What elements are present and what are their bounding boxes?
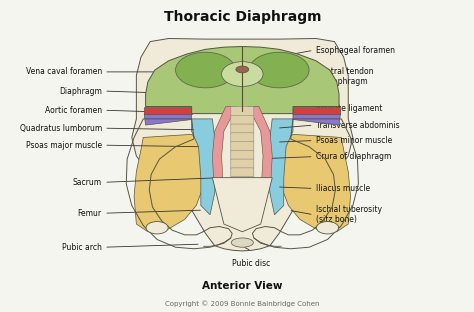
Ellipse shape [175,52,236,88]
Ellipse shape [221,62,263,86]
Ellipse shape [231,238,254,247]
Ellipse shape [146,222,168,234]
FancyBboxPatch shape [231,124,254,134]
Text: Esophageal foramen: Esophageal foramen [316,46,395,55]
Text: Arcuate ligament: Arcuate ligament [316,104,383,113]
Text: Thoracic Diaphragm: Thoracic Diaphragm [164,11,321,24]
FancyBboxPatch shape [231,150,254,160]
Text: Anterior View: Anterior View [202,281,283,291]
Polygon shape [132,38,353,251]
Ellipse shape [249,52,309,88]
Polygon shape [134,134,203,232]
Text: Copyright © 2009 Bonnie Bainbridge Cohen: Copyright © 2009 Bonnie Bainbridge Cohen [165,300,319,307]
Text: Transverse abdominis: Transverse abdominis [316,120,400,129]
Polygon shape [248,106,272,193]
Polygon shape [144,114,191,125]
FancyBboxPatch shape [231,159,254,169]
Text: Psoas major muscle: Psoas major muscle [26,141,102,150]
FancyBboxPatch shape [231,106,254,116]
Text: Sacrum: Sacrum [73,178,102,187]
Polygon shape [293,114,340,125]
Polygon shape [282,134,351,232]
Polygon shape [212,178,272,232]
Text: Ischial tuberosity
(sitz bone): Ischial tuberosity (sitz bone) [316,205,382,224]
Text: Femur: Femur [78,209,102,218]
Text: Psoas minor muscle: Psoas minor muscle [316,136,392,145]
FancyBboxPatch shape [231,185,254,195]
Polygon shape [191,119,217,215]
Polygon shape [268,119,293,215]
Text: Central tendon
of diaphragm: Central tendon of diaphragm [316,66,374,86]
Polygon shape [212,106,237,193]
FancyBboxPatch shape [231,115,254,125]
Polygon shape [146,46,339,114]
Text: Crura of diaphragm: Crura of diaphragm [316,152,392,161]
Ellipse shape [317,222,338,234]
Text: Pubic disc: Pubic disc [232,259,271,268]
Text: Diaphragm: Diaphragm [59,86,102,95]
Text: Iliacus muscle: Iliacus muscle [316,184,370,193]
Text: Vena caval foramen: Vena caval foramen [26,67,102,76]
Polygon shape [293,106,340,114]
Text: Pubic arch: Pubic arch [62,243,102,252]
Text: Quadratus lumborum: Quadratus lumborum [19,124,102,133]
FancyBboxPatch shape [231,133,254,143]
Text: Aortic foramen: Aortic foramen [45,106,102,115]
FancyBboxPatch shape [231,168,254,178]
Polygon shape [144,106,191,114]
Ellipse shape [236,66,249,73]
FancyBboxPatch shape [231,177,254,187]
FancyBboxPatch shape [231,142,254,151]
